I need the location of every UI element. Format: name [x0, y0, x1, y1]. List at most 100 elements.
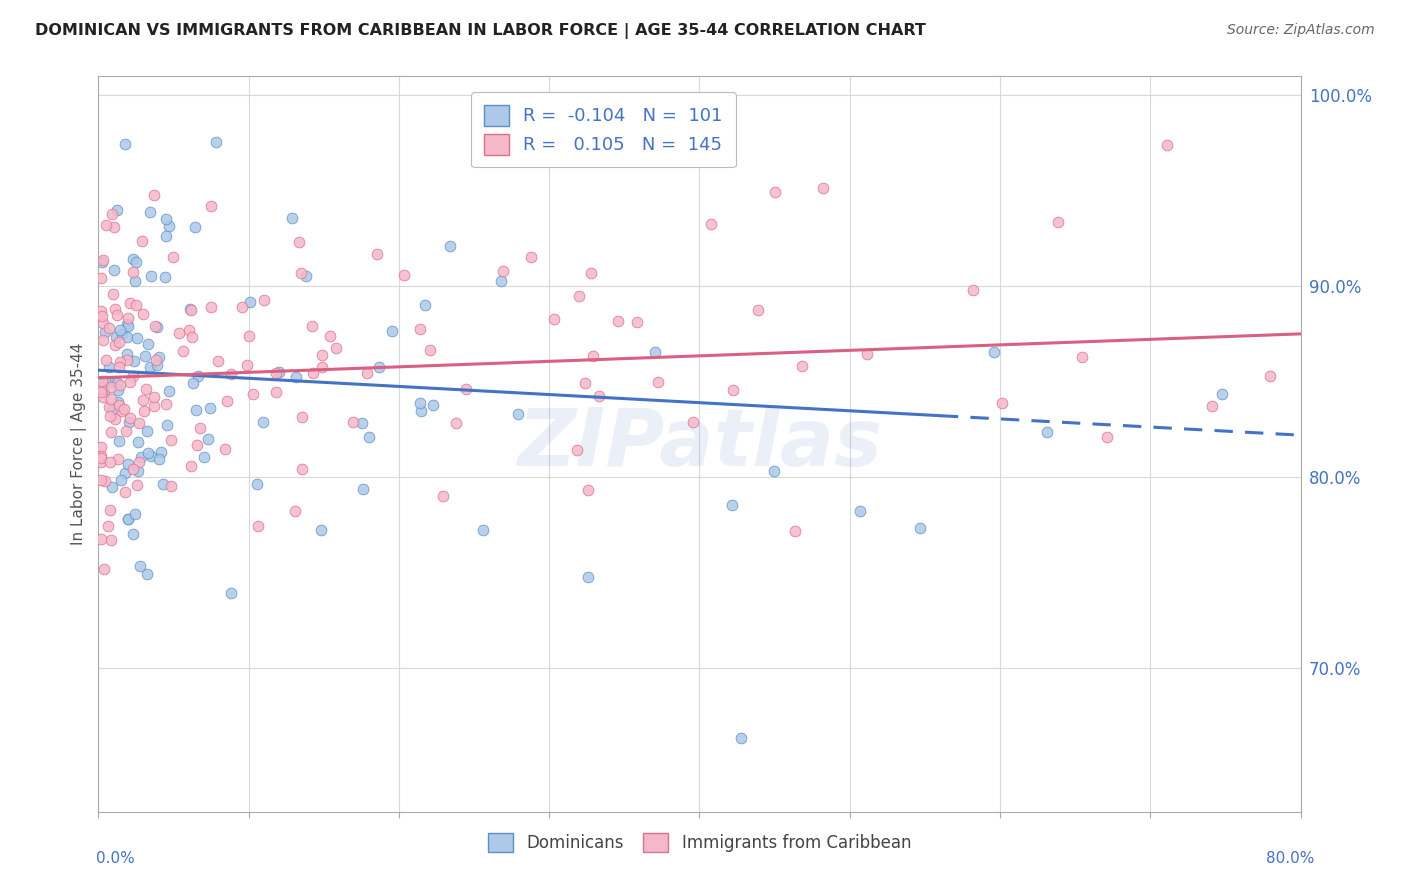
- Point: [790, 359, 813, 373]
- Point: [267, 365, 290, 379]
- Point: [129, 450, 152, 464]
- Point: [90, 271, 112, 285]
- Point: [352, 483, 374, 497]
- Point: [127, 435, 149, 450]
- Point: [342, 415, 364, 429]
- Point: [94, 219, 117, 233]
- Point: [356, 366, 378, 380]
- Point: [311, 359, 333, 374]
- Point: [155, 228, 177, 243]
- Point: [198, 401, 221, 415]
- Point: [644, 345, 666, 359]
- Text: 0.0%: 0.0%: [96, 851, 135, 865]
- Point: [105, 329, 128, 343]
- Point: [489, 274, 512, 288]
- Point: [1071, 350, 1094, 364]
- Point: [139, 204, 162, 219]
- Point: [125, 255, 148, 269]
- Point: [162, 250, 184, 264]
- Point: [186, 438, 208, 452]
- Point: [579, 266, 602, 280]
- Point: [103, 287, 125, 301]
- Point: [565, 443, 588, 458]
- Point: [200, 198, 222, 212]
- Point: [588, 389, 610, 403]
- Point: [207, 354, 229, 368]
- Point: [90, 450, 112, 465]
- Point: [471, 524, 494, 538]
- Point: [574, 376, 596, 390]
- Point: [239, 294, 262, 309]
- Point: [136, 337, 159, 351]
- Point: [94, 374, 117, 388]
- Point: [143, 319, 166, 334]
- Point: [180, 303, 202, 318]
- Point: [90, 374, 112, 388]
- Point: [122, 353, 145, 368]
- Point: [506, 407, 529, 421]
- Point: [143, 399, 166, 413]
- Point: [432, 488, 454, 502]
- Point: [114, 137, 136, 152]
- Point: [115, 425, 138, 439]
- Point: [264, 366, 287, 380]
- Point: [252, 416, 274, 430]
- Point: [205, 135, 228, 149]
- Point: [181, 376, 204, 390]
- Point: [238, 329, 260, 343]
- Point: [146, 320, 169, 334]
- Point: [112, 402, 135, 417]
- Point: [111, 403, 134, 417]
- Point: [908, 521, 931, 535]
- Point: [93, 474, 115, 488]
- Point: [117, 512, 139, 526]
- Point: [181, 330, 204, 344]
- Point: [1201, 399, 1223, 413]
- Point: [983, 344, 1005, 359]
- Point: [101, 207, 124, 221]
- Point: [143, 390, 166, 404]
- Point: [783, 524, 806, 538]
- Point: [444, 417, 467, 431]
- Point: [115, 346, 138, 360]
- Point: [101, 402, 124, 417]
- Point: [100, 380, 122, 394]
- Point: [730, 731, 752, 745]
- Point: [136, 567, 159, 582]
- Text: DOMINICAN VS IMMIGRANTS FROM CARIBBEAN IN LABOR FORCE | AGE 35-44 CORRELATION CH: DOMINICAN VS IMMIGRANTS FROM CARIBBEAN I…: [35, 23, 927, 39]
- Point: [381, 324, 404, 338]
- Point: [291, 462, 314, 476]
- Point: [138, 446, 160, 460]
- Point: [128, 559, 150, 574]
- Point: [114, 485, 136, 500]
- Point: [98, 321, 121, 335]
- Point: [723, 383, 745, 397]
- Point: [141, 269, 163, 284]
- Point: [122, 265, 145, 279]
- Point: [128, 455, 150, 469]
- Point: [301, 319, 323, 334]
- Point: [157, 384, 180, 398]
- Point: [90, 381, 112, 395]
- Point: [145, 358, 167, 372]
- Point: [411, 404, 433, 418]
- Point: [118, 296, 141, 310]
- Point: [682, 415, 704, 429]
- Point: [991, 396, 1014, 410]
- Point: [543, 311, 565, 326]
- Point: [118, 415, 141, 429]
- Point: [855, 347, 877, 361]
- Point: [132, 404, 155, 418]
- Point: [184, 219, 207, 234]
- Point: [103, 411, 125, 425]
- Point: [90, 532, 112, 546]
- Point: [128, 417, 150, 431]
- Point: [117, 457, 139, 471]
- Point: [253, 293, 276, 307]
- Point: [117, 319, 139, 334]
- Point: [100, 425, 122, 439]
- Point: [367, 359, 389, 374]
- Point: [148, 452, 170, 467]
- Point: [721, 499, 744, 513]
- Point: [1258, 369, 1281, 384]
